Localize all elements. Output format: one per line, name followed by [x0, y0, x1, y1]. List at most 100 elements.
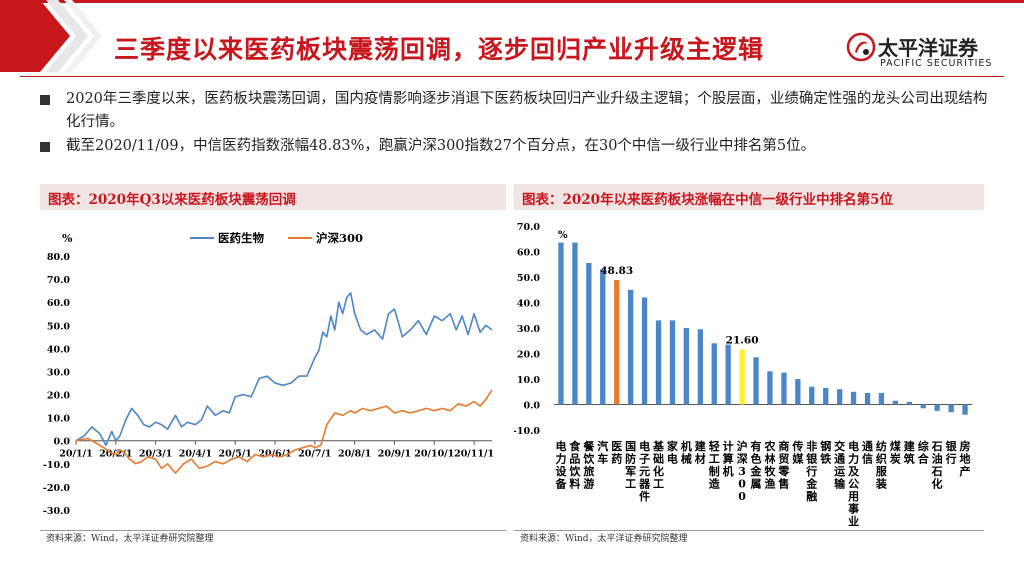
bar	[614, 280, 620, 405]
x-category-label: 银行	[945, 439, 958, 466]
bar	[600, 269, 606, 405]
bullet-square-icon	[40, 142, 50, 152]
x-category-label: 电力及公用事业	[848, 439, 860, 528]
bar-chart-panel: 图表：2020年以来医药板块涨幅在中信一级行业中排名第5位 -10.0 0.0 10…	[514, 184, 984, 544]
legend-label: 医药生物	[218, 231, 264, 245]
y-tick-label: -30.0	[43, 506, 70, 517]
y-tick-label: -20.0	[43, 483, 70, 494]
bar	[572, 242, 578, 405]
x-tick-label: 20/1/1	[59, 449, 92, 460]
bar	[711, 343, 717, 405]
y-tick-label: 70.0	[47, 275, 71, 286]
x-tick-label: 20/4/1	[179, 449, 212, 460]
y-tick-label: 60.0	[47, 298, 71, 309]
x-category-label: 汽车	[597, 439, 608, 466]
x-category-label: 餐饮旅游	[582, 439, 595, 491]
x-category-label: 医药	[611, 440, 622, 466]
y-tick-label: 0.0	[523, 401, 540, 412]
x-category-label: 交通运输	[834, 439, 846, 491]
bar	[697, 329, 703, 405]
x-tick-label: 20/3/1	[139, 449, 172, 460]
bar	[683, 328, 689, 405]
bar-data-label: 21.60	[726, 334, 759, 346]
series-line	[75, 389, 493, 474]
x-category-label: 有色金属	[750, 439, 763, 491]
bar	[837, 389, 843, 405]
y-tick-label: 60.0	[517, 248, 541, 259]
x-category-label: 轻工制造	[709, 439, 721, 491]
bar	[823, 387, 829, 405]
x-tick-label: 20/9/1	[378, 449, 411, 460]
bullet-text: 截至2020/11/09，中信医药指数涨幅48.83%，跑赢沪深300指数27个…	[66, 138, 816, 154]
x-category-label: 煤炭	[890, 439, 902, 466]
x-category-label: 基础化工	[652, 439, 665, 491]
x-category-label: 石油石化	[931, 440, 943, 491]
x-category-label: 房地产	[960, 439, 971, 478]
x-category-label: 建材	[695, 439, 707, 466]
bar	[739, 349, 745, 405]
title-divider	[20, 76, 1004, 77]
logo-text-cn: 太平洋证券	[878, 36, 978, 60]
bullet-item: 截至2020/11/09，中信医药指数涨幅48.83%，跑赢沪深300指数27个…	[40, 135, 1000, 158]
bar	[781, 372, 787, 405]
x-category-label: 商贸零售	[777, 439, 790, 491]
company-logo-icon	[846, 32, 876, 62]
x-category-label: 综合	[918, 439, 930, 466]
bar	[586, 263, 592, 405]
x-category-label: 家电	[667, 439, 679, 466]
x-tick-label: 20/11/1	[454, 449, 494, 460]
bar	[892, 400, 898, 405]
x-category-label: 非银行金融	[805, 439, 818, 503]
bar	[920, 404, 926, 409]
bar	[962, 404, 968, 415]
header-stripe	[0, 0, 1024, 3]
x-tick-label: 20/10/1	[414, 449, 454, 460]
bullet-item: 2020年三季度以来，医药板块震荡回调，国内疫情影响逐步消退下医药板块回归产业升…	[40, 88, 1000, 134]
x-category-label: 钢铁	[820, 439, 831, 466]
bar-chart-source: 资料来源：Wind，太平洋证券研究院整理	[520, 534, 688, 544]
bar-chart-title: 图表：2020年以来医药板块涨幅在中信一级行业中排名第5位	[514, 184, 984, 210]
bar	[878, 393, 885, 405]
x-category-label: 建筑	[904, 439, 916, 466]
x-category-label: 食品饮料	[568, 439, 581, 491]
bar	[948, 404, 954, 413]
y-tick-label: 10.0	[47, 414, 71, 425]
bullet-text: 2020年三季度以来，医药板块震荡回调，国内疫情影响逐步消退下医药板块回归产业升…	[66, 91, 988, 130]
x-category-label: 纺织服装	[875, 439, 888, 491]
y-tick-label: 50.0	[47, 321, 71, 332]
page-title: 三季度以来医药板块震荡回调，逐步回归产业升级主逻辑	[114, 35, 765, 64]
x-tick-label: 20/6/1	[258, 449, 291, 460]
line-chart-title: 图表：2020年Q3以来医药板块震荡回调	[40, 184, 506, 210]
legend-label: 沪深300	[316, 231, 363, 245]
y-tick-label: 0.0	[53, 437, 70, 448]
bar	[655, 320, 662, 405]
x-tick-label: 20/7/1	[298, 449, 331, 460]
source-divider	[40, 530, 506, 531]
y-tick-label: 80.0	[47, 252, 71, 263]
y-tick-label: 40.0	[517, 299, 541, 310]
bar-chart: -10.0 0.0 10.0 20.0 30.0 40.0 50.0 60.0 70.0% 电力设…	[514, 222, 972, 528]
bar	[753, 357, 759, 405]
bullet-square-icon	[40, 95, 50, 105]
bar	[558, 242, 564, 405]
line-chart-source: 资料来源：Wind，太平洋证券研究院整理	[46, 534, 214, 544]
y-tick-label: -10.0	[514, 426, 540, 437]
x-category-label: 农林牧渔	[763, 439, 776, 491]
line-chart-panel: 图表：2020年Q3以来医药板块震荡回调 % -30.0 -20.0 -10.0 0.0…	[40, 184, 506, 544]
bar	[795, 379, 801, 405]
y-tick-label: -10.0	[43, 460, 70, 471]
logo-text-en: PACIFIC SECURITIES	[880, 58, 993, 69]
header-decoration	[0, 0, 102, 72]
series-line	[75, 292, 493, 447]
bar	[850, 391, 857, 405]
bar	[934, 404, 940, 411]
y-tick-label: 70.0	[517, 222, 541, 233]
y-tick-label: 30.0	[517, 324, 541, 335]
bar	[669, 320, 676, 405]
y-tick-label: 20.0	[517, 350, 541, 361]
x-category-label: 电力设备	[554, 439, 567, 491]
y-tick-label: 10.0	[517, 375, 541, 386]
bar	[641, 297, 648, 405]
x-category-label: 电子元器件	[638, 439, 651, 503]
x-category-label: 机械	[681, 439, 692, 466]
